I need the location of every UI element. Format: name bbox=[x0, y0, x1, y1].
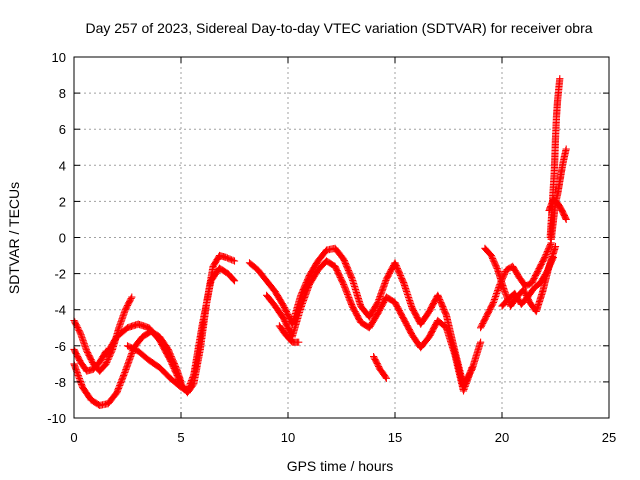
y-tick-label: -4 bbox=[54, 303, 66, 318]
y-axis-label: SDTVAR / TECUs bbox=[6, 182, 22, 294]
y-tick-labels: 10 8 6 4 2 0 -2 -4 -6 -8 -10 bbox=[47, 50, 66, 426]
y-tick-label: 6 bbox=[59, 122, 66, 137]
y-tick-label: 2 bbox=[59, 194, 66, 209]
x-axis-label: GPS time / hours bbox=[287, 458, 394, 474]
series-arc-e bbox=[123, 264, 239, 395]
y-tick-label: 10 bbox=[52, 50, 66, 65]
data-point-markers bbox=[123, 264, 239, 395]
x-tick-label: 15 bbox=[388, 430, 402, 445]
data-point-markers bbox=[275, 322, 303, 346]
data-points bbox=[70, 75, 570, 409]
y-tick-label: 8 bbox=[59, 86, 66, 101]
x-tick-labels: 0 5 10 15 20 25 bbox=[70, 430, 616, 445]
x-tick-label: 25 bbox=[602, 430, 616, 445]
data-point-markers bbox=[498, 253, 557, 310]
x-tick-label: 10 bbox=[281, 430, 295, 445]
series-arc-h bbox=[275, 322, 303, 346]
chart-title: Day 257 of 2023, Sidereal Day-to-day VTE… bbox=[85, 20, 592, 36]
y-tick-label: -6 bbox=[54, 339, 66, 354]
x-tick-label: 5 bbox=[177, 430, 184, 445]
data-point-markers bbox=[263, 257, 476, 395]
series-arc-i bbox=[370, 353, 390, 382]
y-tick-label: 4 bbox=[59, 158, 66, 173]
x-tick-label: 20 bbox=[495, 430, 509, 445]
series-arc-l bbox=[498, 253, 557, 310]
series-arc-g bbox=[263, 257, 476, 395]
y-tick-label: 0 bbox=[59, 231, 66, 246]
axis-ticks bbox=[73, 56, 610, 419]
y-tick-label: -2 bbox=[54, 267, 66, 282]
data-point-markers bbox=[545, 196, 570, 223]
series-arc-o bbox=[545, 196, 570, 223]
x-tick-label: 0 bbox=[70, 430, 77, 445]
y-tick-label: -8 bbox=[54, 375, 66, 390]
data-point-markers bbox=[370, 353, 390, 382]
y-tick-label: -10 bbox=[47, 411, 66, 426]
